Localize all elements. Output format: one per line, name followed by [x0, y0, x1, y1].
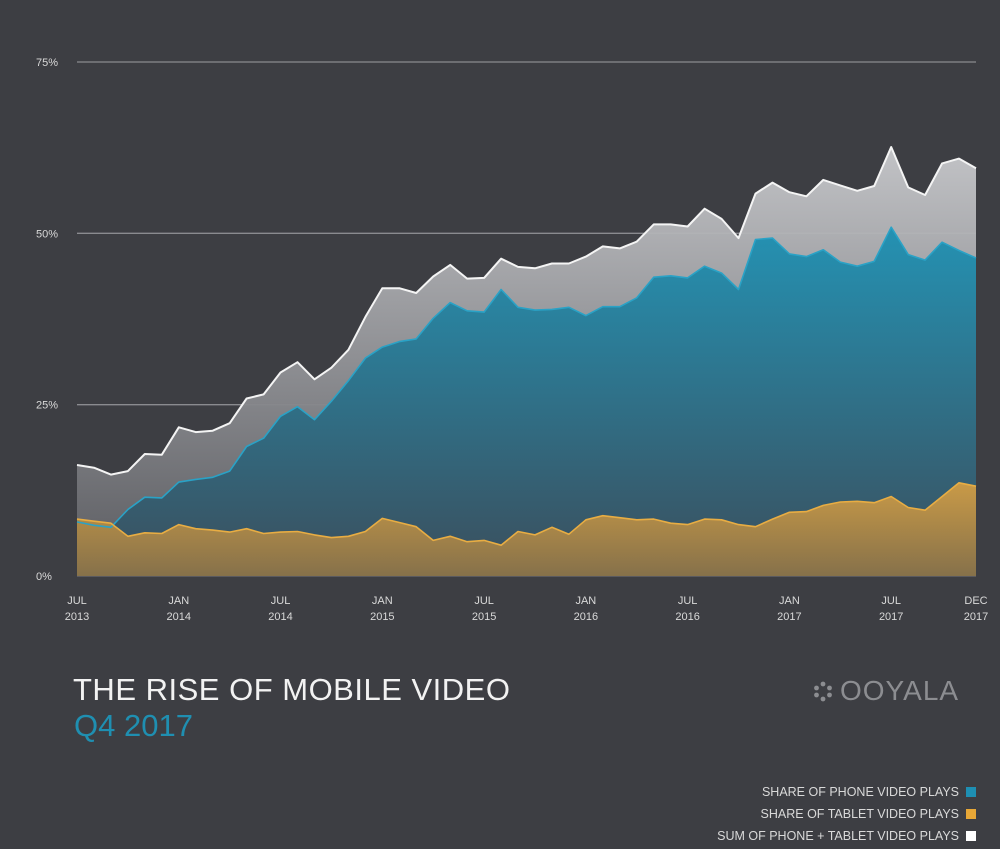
area-tablet	[77, 482, 976, 576]
legend-item-tablet: SHARE OF TABLET VIDEO PLAYS	[717, 803, 976, 825]
x-tick-label: JUL	[678, 595, 698, 607]
x-tick-label: 2013	[65, 611, 89, 623]
x-tick-label: 2015	[370, 611, 394, 623]
x-tick-label: 2016	[574, 611, 598, 623]
chart-legend: SHARE OF PHONE VIDEO PLAYS SHARE OF TABL…	[717, 781, 976, 847]
line-sum	[76, 146, 977, 476]
x-tick-label: JAN	[779, 595, 800, 607]
x-tick-label: 2015	[472, 611, 496, 623]
x-tick-label: JAN	[372, 595, 393, 607]
legend-label: SUM OF PHONE + TABLET VIDEO PLAYS	[717, 829, 959, 843]
legend-item-phone: SHARE OF PHONE VIDEO PLAYS	[717, 781, 976, 803]
x-tick-label: 2014	[268, 611, 292, 623]
x-tick-label: JUL	[474, 595, 494, 607]
x-tick-label: JUL	[271, 595, 291, 607]
legend-label: SHARE OF TABLET VIDEO PLAYS	[760, 807, 959, 821]
x-tick-label: 2017	[879, 611, 903, 623]
dot-cluster-icon	[814, 681, 832, 702]
brand-logo: OOYALA	[812, 675, 959, 707]
legend-swatch	[966, 787, 976, 797]
y-tick-label: 25%	[36, 400, 58, 412]
x-tick-label: JUL	[67, 595, 87, 607]
x-axis-ticks: JUL 2013 JAN 2014 JUL 2014 JAN 2015 JUL 2015 JAN 20…	[65, 595, 988, 623]
x-tick-label: 2017	[777, 611, 801, 623]
x-tick-label: JAN	[575, 595, 596, 607]
line-tablet	[76, 482, 977, 546]
legend-swatch	[966, 831, 976, 841]
area-phone	[77, 227, 976, 576]
y-axis-ticks: 75% 50% 25% 0%	[36, 57, 58, 583]
x-tick-label: 2016	[675, 611, 699, 623]
chart-canvas: 75% 50% 25% 0% JUL 2013 JAN 2014 JUL 2014 JAN 2015…	[36, 57, 988, 623]
line-phone	[76, 226, 977, 529]
x-tick-label: 2017	[964, 611, 988, 623]
chart-title: THE RISE OF MOBILE VIDEO	[73, 672, 511, 707]
x-tick-label: JAN	[168, 595, 189, 607]
legend-label: SHARE OF PHONE VIDEO PLAYS	[761, 785, 959, 799]
legend-item-sum: SUM OF PHONE + TABLET VIDEO PLAYS	[717, 825, 976, 847]
legend-swatch	[966, 809, 976, 819]
x-tick-label: JUL	[881, 595, 901, 607]
y-tick-label: 75%	[36, 57, 58, 69]
x-tick-label: 2014	[167, 611, 191, 623]
data-areas	[76, 146, 977, 576]
x-tick-label: DEC	[964, 595, 987, 607]
y-tick-label: 0%	[36, 571, 52, 583]
chart-subtitle: Q4 2017	[74, 708, 193, 743]
y-tick-label: 50%	[36, 228, 58, 240]
brand-name: OOYALA	[840, 675, 960, 706]
